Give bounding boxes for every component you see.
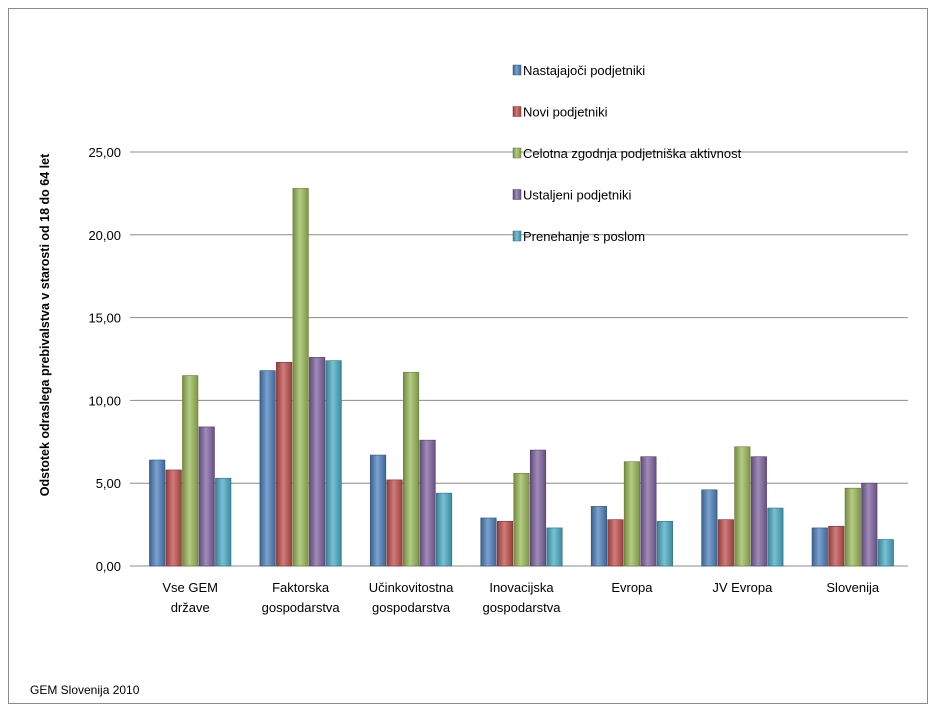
category-label: Učinkovitostna: [369, 580, 454, 595]
bar: [149, 459, 166, 567]
bar: [623, 461, 640, 567]
category-label: Inovacijska: [489, 580, 554, 595]
bar: [513, 472, 530, 567]
bar: [590, 506, 607, 567]
category-label: Faktorska: [272, 580, 330, 595]
bar: [165, 469, 182, 567]
bar: [656, 520, 673, 567]
bar: [403, 371, 420, 567]
bar: [325, 360, 342, 567]
category-labels: Vse GEM države Faktorska gospodarstva Učinko…: [162, 580, 880, 615]
bar: [529, 449, 547, 567]
bar: [640, 456, 657, 567]
bar: [750, 456, 767, 567]
footer-source: GEM Slovenija 2010: [30, 683, 140, 697]
y-tick-label: 10,00: [88, 393, 121, 408]
legend-entry: Nastajajoči podjetniki: [523, 63, 645, 78]
bar: [480, 517, 497, 567]
legend-swatch: [512, 64, 522, 76]
bar: [259, 370, 276, 567]
bar: [607, 519, 624, 567]
legend-swatch: [512, 106, 522, 117]
bar: [496, 520, 514, 567]
legend-entry: Prenehanje s poslom: [523, 229, 645, 244]
legend: Nastajajoči podjetniki Novi podjetniki Cel…: [512, 63, 742, 244]
category-label: gospodarstva: [482, 600, 561, 615]
legend-swatch: [512, 230, 522, 242]
bar: [828, 525, 845, 567]
legend-entry: Ustaljeni podjetniki: [523, 188, 632, 203]
category-label: države: [171, 600, 210, 615]
bar: [436, 492, 453, 567]
bar: [717, 519, 734, 567]
bar: [701, 489, 718, 567]
bar: [198, 426, 215, 567]
y-axis-label: Odstotek odraslega prebivalstva v staros…: [38, 153, 52, 496]
bar: [861, 482, 878, 567]
category-label: Vse GEM: [162, 580, 218, 595]
y-tick-label: 15,00: [88, 311, 121, 326]
bar: [877, 539, 894, 567]
legend-entry: Novi podjetniki: [523, 105, 608, 120]
bar: [386, 479, 403, 567]
y-tick-label: 20,00: [88, 228, 121, 243]
y-tick-label: 5,00: [96, 476, 121, 491]
chart-frame: [8, 8, 928, 704]
bar: [276, 362, 293, 567]
bar: [734, 446, 751, 567]
bar: [182, 375, 199, 567]
category-label: Slovenija: [826, 580, 880, 595]
bar: [767, 507, 784, 567]
bar: [419, 439, 436, 567]
category-label: gospodarstva: [372, 600, 451, 615]
category-label: gospodarstva: [262, 600, 341, 615]
bar: [844, 487, 861, 567]
bar: [309, 357, 326, 567]
category-label: JV Evropa: [712, 580, 773, 595]
y-tick-labels: 0,00 5,00 10,00 15,00 20,00 25,00: [88, 145, 121, 574]
legend-entry: Celotna zgodnja podjetniška aktivnost: [523, 146, 742, 161]
bar: [292, 188, 309, 567]
y-tick-label: 25,00: [88, 145, 121, 160]
bar: [811, 527, 828, 567]
legend-swatch: [512, 189, 522, 200]
y-tick-label: 0,00: [96, 559, 121, 574]
category-label: Evropa: [611, 580, 653, 595]
bar: [370, 454, 387, 567]
bar: [546, 527, 563, 567]
bar: [215, 477, 232, 567]
legend-swatch: [512, 147, 522, 159]
bars: [149, 188, 894, 567]
